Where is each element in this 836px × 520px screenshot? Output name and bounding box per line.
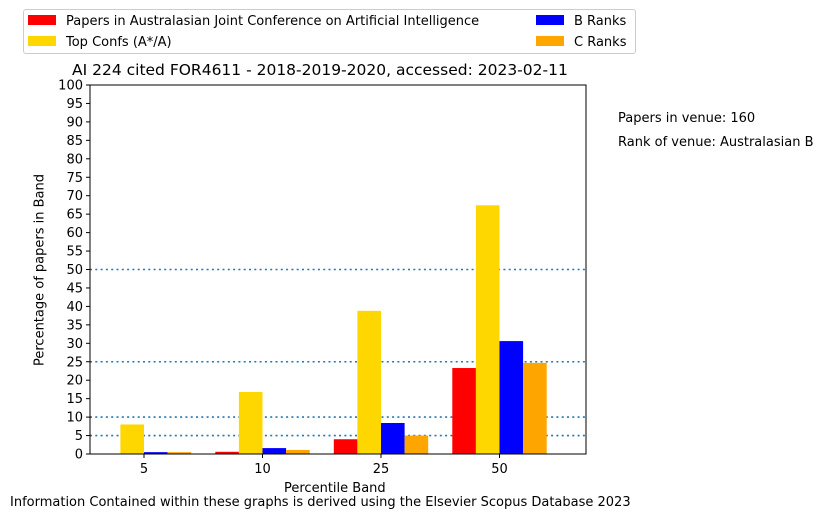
bar-25-series-3 xyxy=(404,435,429,454)
y-tick-label-80: 80 xyxy=(66,152,83,167)
y-tick-label-0: 0 xyxy=(75,448,83,463)
y-tick-label-40: 40 xyxy=(66,300,83,315)
y-tick-label-15: 15 xyxy=(66,392,83,407)
y-tick-label-10: 10 xyxy=(66,411,83,426)
y-tick-label-65: 65 xyxy=(66,208,83,223)
bar-50-series-0 xyxy=(452,368,476,454)
legend-swatch-top-confs xyxy=(28,36,56,46)
bar-10-series-2 xyxy=(262,448,287,454)
y-tick-label-20: 20 xyxy=(66,374,83,389)
y-tick-label-50: 50 xyxy=(66,263,83,278)
bar-25-series-2 xyxy=(381,423,405,454)
y-tick-label-70: 70 xyxy=(66,189,83,204)
x-tick-label-25: 25 xyxy=(373,462,390,477)
bar-25-series-0 xyxy=(333,439,358,454)
legend-label-c-ranks: C Ranks xyxy=(574,35,627,50)
y-axis-label: Percentage of papers in Band xyxy=(32,173,48,367)
y-tick-label-95: 95 xyxy=(66,97,83,112)
rank-of-venue-note: Rank of venue: Australasian B xyxy=(618,135,814,150)
chart-title: AI 224 cited FOR4611 - 2018-2019-2020, a… xyxy=(72,61,568,79)
y-axis-ticks: 0 5 10 15 20 25 30 35 40 45 50 55 60 65 70 75 80 85 90 95 10… xyxy=(58,79,90,463)
bars xyxy=(120,205,547,454)
legend-swatch-venue xyxy=(28,15,56,25)
papers-in-venue-note: Papers in venue: 160 xyxy=(618,111,756,126)
footer-note: Information Contained within these graph… xyxy=(10,495,631,510)
bar-50-series-3 xyxy=(523,362,547,454)
bar-10-series-1 xyxy=(238,392,263,454)
y-tick-label-55: 55 xyxy=(66,245,83,260)
x-tick-label-50: 50 xyxy=(491,462,508,477)
x-tick-label-10: 10 xyxy=(254,462,271,477)
y-tick-label-60: 60 xyxy=(66,226,83,241)
x-axis-label: Percentile Band xyxy=(284,481,386,496)
y-tick-label-85: 85 xyxy=(66,134,83,149)
x-axis-ticks: 5 10 25 50 xyxy=(140,454,508,477)
y-tick-label-5: 5 xyxy=(75,429,83,444)
bar-50-series-2 xyxy=(499,341,524,454)
bar-5-series-1 xyxy=(120,424,144,454)
y-tick-label-45: 45 xyxy=(66,281,83,296)
x-tick-label-5: 5 xyxy=(140,462,148,477)
legend-label-venue: Papers in Australasian Joint Conference … xyxy=(66,14,480,29)
bar-10-series-3 xyxy=(286,449,310,454)
legend-swatch-b-ranks xyxy=(536,15,564,25)
y-tick-label-30: 30 xyxy=(66,337,83,352)
legend-label-top-confs: Top Confs (A*/A) xyxy=(66,35,172,50)
bar-5-series-2 xyxy=(144,452,168,454)
y-tick-label-100: 100 xyxy=(58,79,83,94)
bar-25-series-1 xyxy=(357,310,381,454)
bar-50-series-1 xyxy=(475,205,500,454)
bar-5-series-3 xyxy=(167,452,192,454)
legend: Papers in Australasian Joint Conference … xyxy=(23,9,636,54)
y-tick-label-25: 25 xyxy=(66,355,83,370)
bar-10-series-0 xyxy=(215,451,239,454)
y-tick-label-75: 75 xyxy=(66,171,83,186)
y-tick-label-35: 35 xyxy=(66,318,83,333)
legend-label-b-ranks: B Ranks xyxy=(574,14,627,29)
y-tick-label-90: 90 xyxy=(66,115,83,130)
legend-swatch-c-ranks xyxy=(536,36,564,46)
